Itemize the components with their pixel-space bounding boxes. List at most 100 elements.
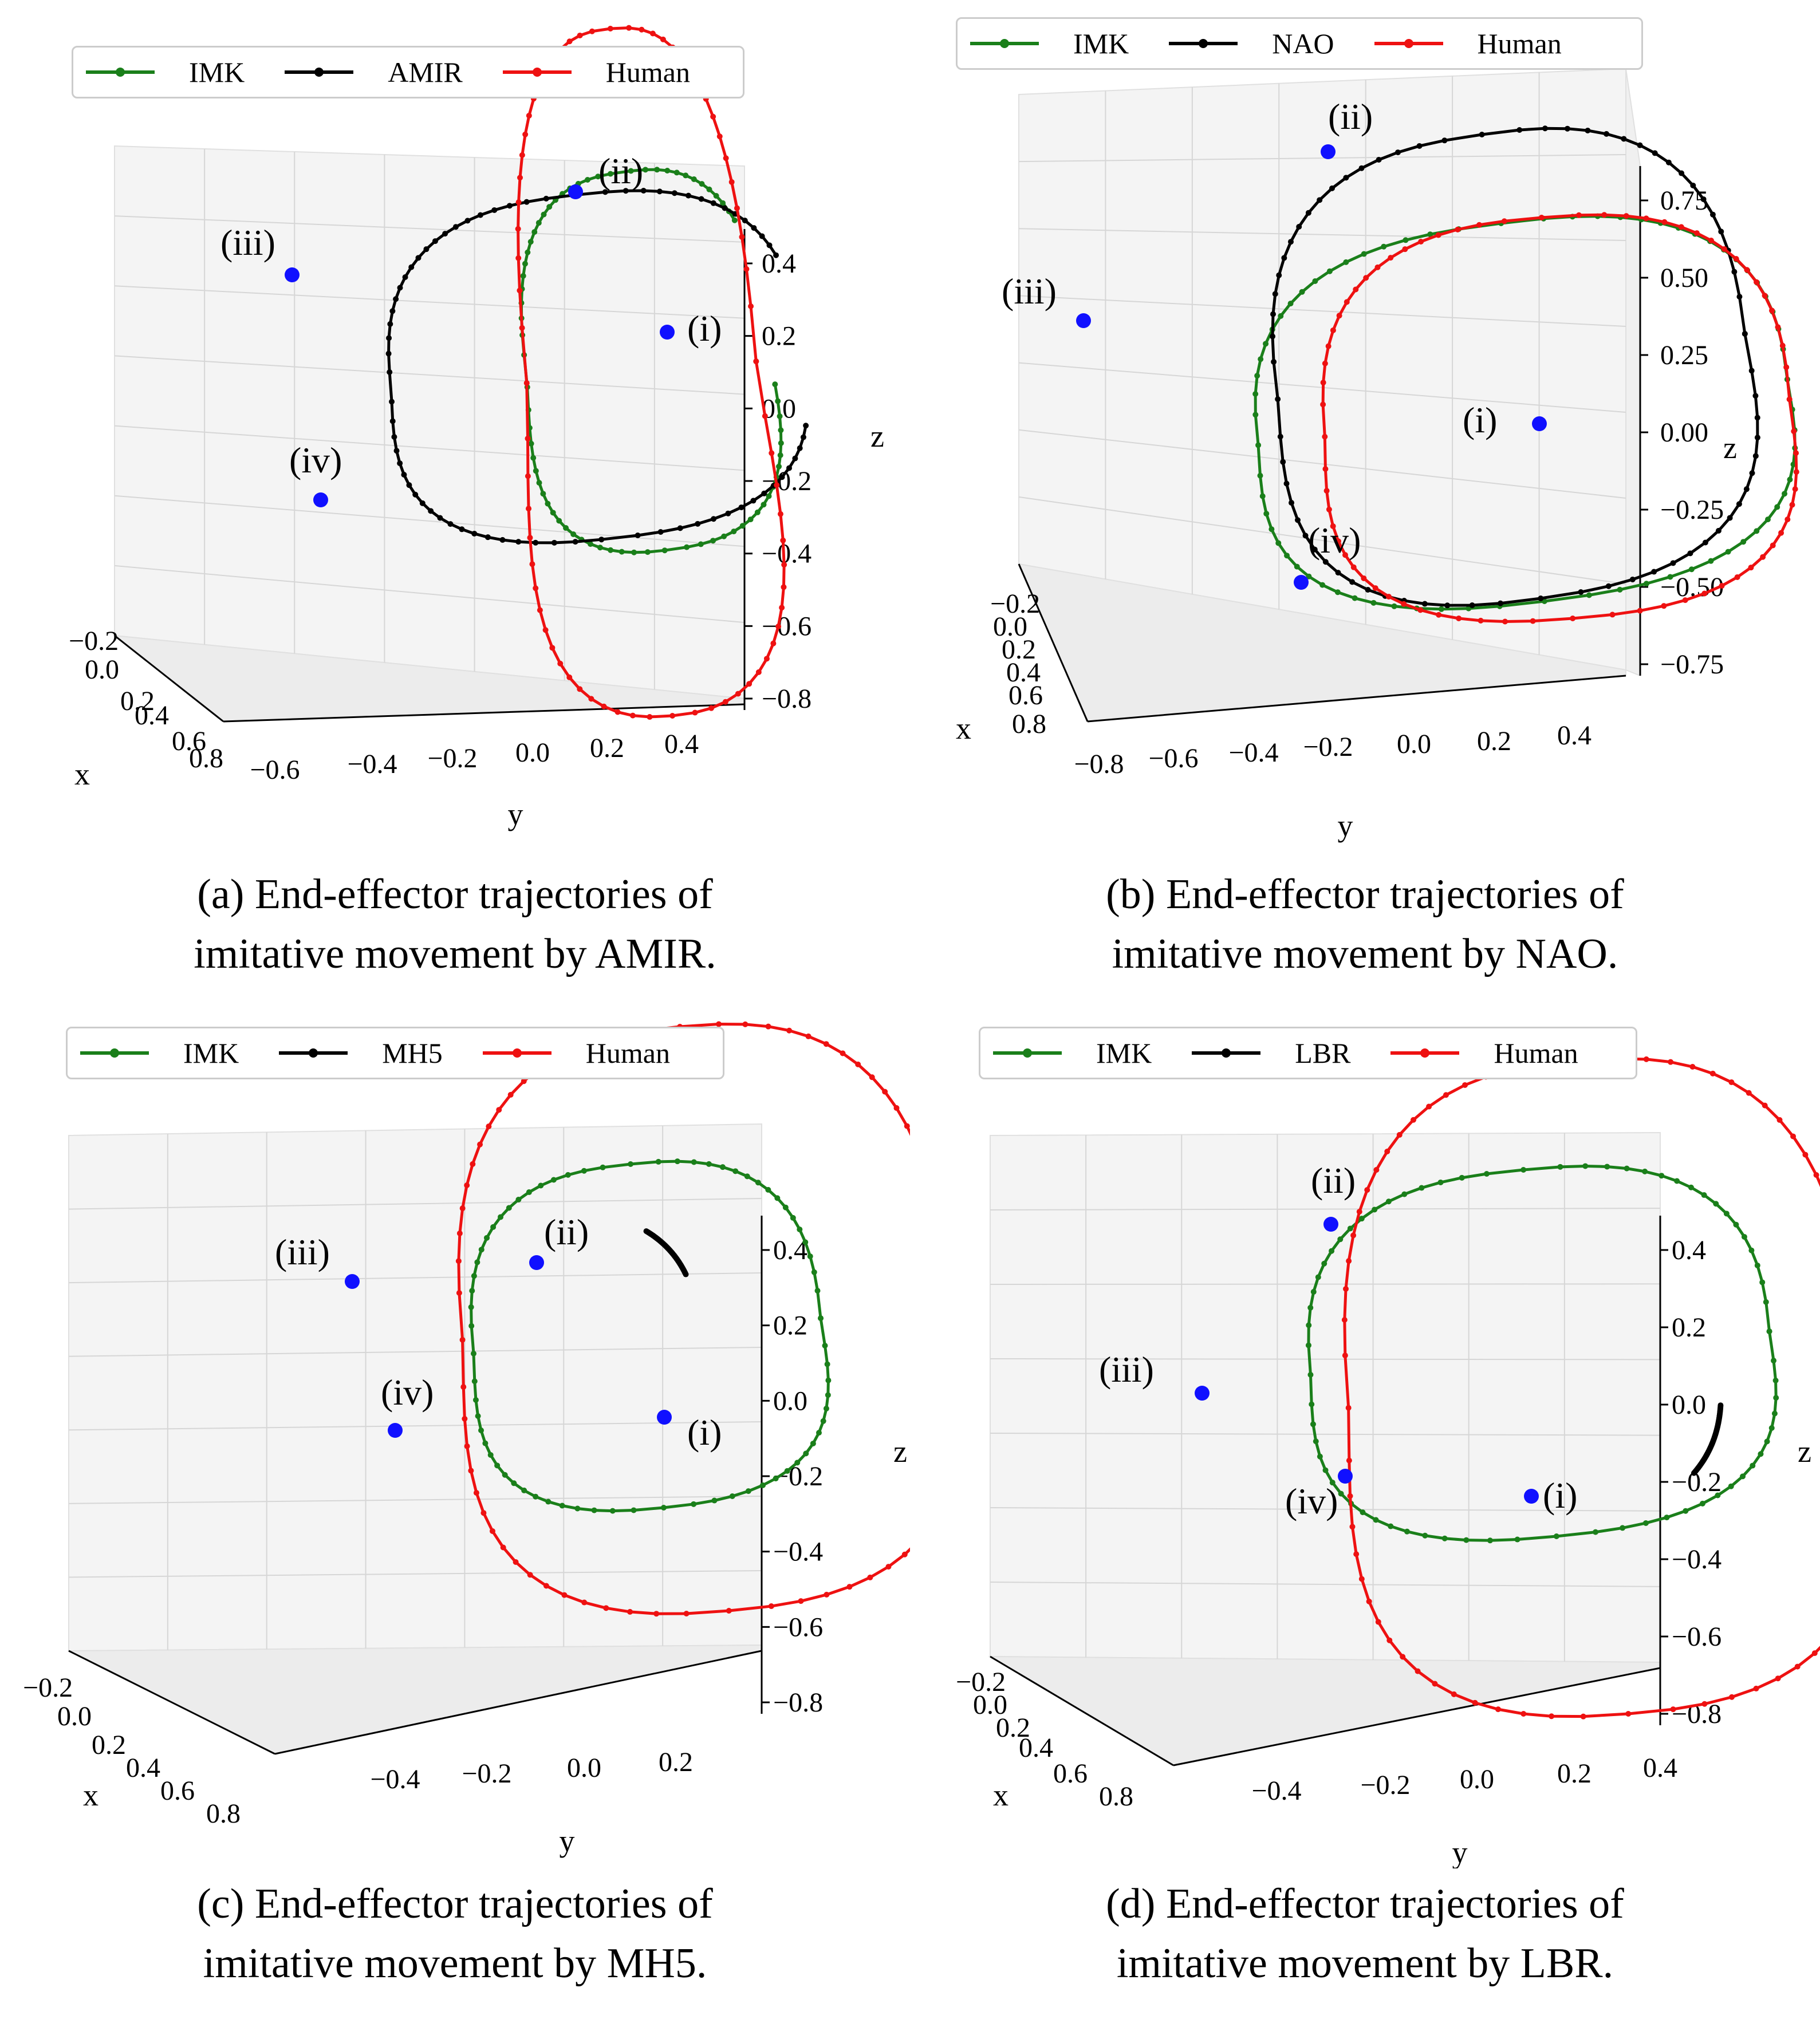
data-point-nao <box>1276 272 1282 278</box>
data-point-amir <box>773 252 779 258</box>
grid-line <box>68 1570 762 1578</box>
data-point-human <box>1386 1637 1393 1643</box>
data-point-human <box>519 325 525 331</box>
caption-line-1: (c) End-effector trajectories of <box>197 1880 713 1927</box>
data-point-amir <box>786 465 792 471</box>
grid-line <box>68 1272 762 1284</box>
caption-line-2: imitative movement by NAO. <box>1112 930 1618 977</box>
data-point-human <box>1386 594 1392 600</box>
legend-label: IMK <box>183 1037 239 1069</box>
data-point-imk <box>536 480 542 486</box>
data-point-amir <box>779 474 785 480</box>
z-axis-label: z <box>1723 431 1737 465</box>
data-point-amir <box>499 537 506 543</box>
data-point-human <box>1813 1172 1819 1178</box>
data-point-amir <box>523 199 530 205</box>
data-point-nao <box>1736 501 1742 507</box>
y-tick-label: −0.8 <box>1074 749 1124 779</box>
data-point-imk <box>1337 1236 1344 1243</box>
data-point-imk <box>803 1450 809 1457</box>
data-point-imk <box>1401 1191 1408 1197</box>
z-axis-label: z <box>1798 1434 1811 1469</box>
data-point-amir <box>803 423 809 429</box>
data-point-imk <box>1305 1342 1311 1348</box>
data-point-human <box>543 1583 549 1589</box>
data-point-human <box>515 226 521 232</box>
data-point-human <box>708 705 715 711</box>
y-axis-line <box>1173 1667 1661 1766</box>
data-point-imk <box>1459 1174 1465 1181</box>
data-point-human <box>781 562 787 568</box>
data-point-human <box>882 1089 888 1095</box>
data-point-imk <box>533 468 539 474</box>
x-tick-label: 0.0 <box>57 1701 92 1732</box>
x-tick-label: 0.6 <box>160 1776 195 1806</box>
data-point-imk <box>1294 563 1300 570</box>
data-point-human <box>1791 428 1797 435</box>
legend-swatch <box>993 1048 1062 1058</box>
y-tick-label: 0.2 <box>590 733 624 763</box>
data-point-imk <box>784 1468 790 1474</box>
data-point-imk <box>1255 442 1262 448</box>
data-point-amir <box>742 218 748 224</box>
data-point-amir <box>386 335 392 341</box>
data-point-human <box>523 380 530 386</box>
data-point-human <box>522 131 529 137</box>
data-point-human <box>723 155 729 161</box>
y-tick-label: 0.4 <box>1557 720 1591 751</box>
data-point-imk <box>468 1323 475 1329</box>
data-point-human <box>577 686 583 692</box>
data-point-nao <box>1621 136 1627 142</box>
y-tick-label: −0.2 <box>427 743 477 774</box>
data-point-human <box>1790 1133 1797 1139</box>
data-point-imk <box>565 1172 571 1178</box>
data-point-human <box>669 713 676 719</box>
data-point-imk <box>683 172 689 179</box>
data-point-human <box>1396 1131 1403 1138</box>
y-axis-label: y <box>1338 809 1353 843</box>
data-point-imk <box>1715 1492 1721 1499</box>
data-point-human <box>1643 1056 1649 1062</box>
data-point-human <box>1350 564 1357 570</box>
data-point-human <box>527 535 533 541</box>
data-point-imk <box>760 1482 766 1488</box>
data-point-human <box>639 26 645 33</box>
x-axis-label: x <box>83 1778 99 1812</box>
legend-item: Human <box>1390 1036 1578 1070</box>
data-point-imk <box>1520 1167 1527 1173</box>
data-point-human <box>779 605 785 611</box>
y-tick-label: −0.4 <box>1251 1776 1301 1806</box>
data-point-human <box>1478 617 1484 624</box>
y-tick-label: −0.4 <box>1228 738 1278 768</box>
data-point-human <box>1609 612 1616 618</box>
data-point-human <box>1721 246 1727 252</box>
data-point-human <box>1530 618 1536 624</box>
data-point-imk <box>820 1418 826 1424</box>
x-tick-label: 0.4 <box>1019 1733 1053 1763</box>
data-point-imk <box>1773 1395 1779 1401</box>
data-point-imk <box>1381 243 1387 250</box>
grid-line <box>1018 429 1626 499</box>
data-point-imk <box>494 1462 501 1469</box>
data-point-human <box>1346 1258 1352 1264</box>
data-point-imk <box>631 549 637 555</box>
floor-pane <box>988 1655 1661 1766</box>
data-point-nao <box>1283 480 1290 487</box>
data-point-human <box>455 1258 462 1264</box>
data-point-human <box>1775 1675 1781 1682</box>
data-point-nao <box>1271 358 1277 365</box>
data-point-human <box>846 1584 853 1590</box>
keypoint-label: (i) <box>687 1412 722 1453</box>
data-point-imk <box>628 1161 634 1167</box>
x-tick-label: 0.8 <box>189 743 223 774</box>
grid-line <box>990 1582 1661 1587</box>
data-point-human <box>1353 286 1359 293</box>
data-point-human <box>855 1061 861 1067</box>
data-point-human <box>1435 232 1441 238</box>
data-point-human <box>1476 222 1483 228</box>
data-point-human <box>629 712 636 719</box>
data-point-human <box>1363 275 1369 281</box>
data-point-imk <box>1771 1358 1777 1364</box>
data-point-imk <box>520 273 526 279</box>
data-point-mh5 <box>683 1271 689 1277</box>
